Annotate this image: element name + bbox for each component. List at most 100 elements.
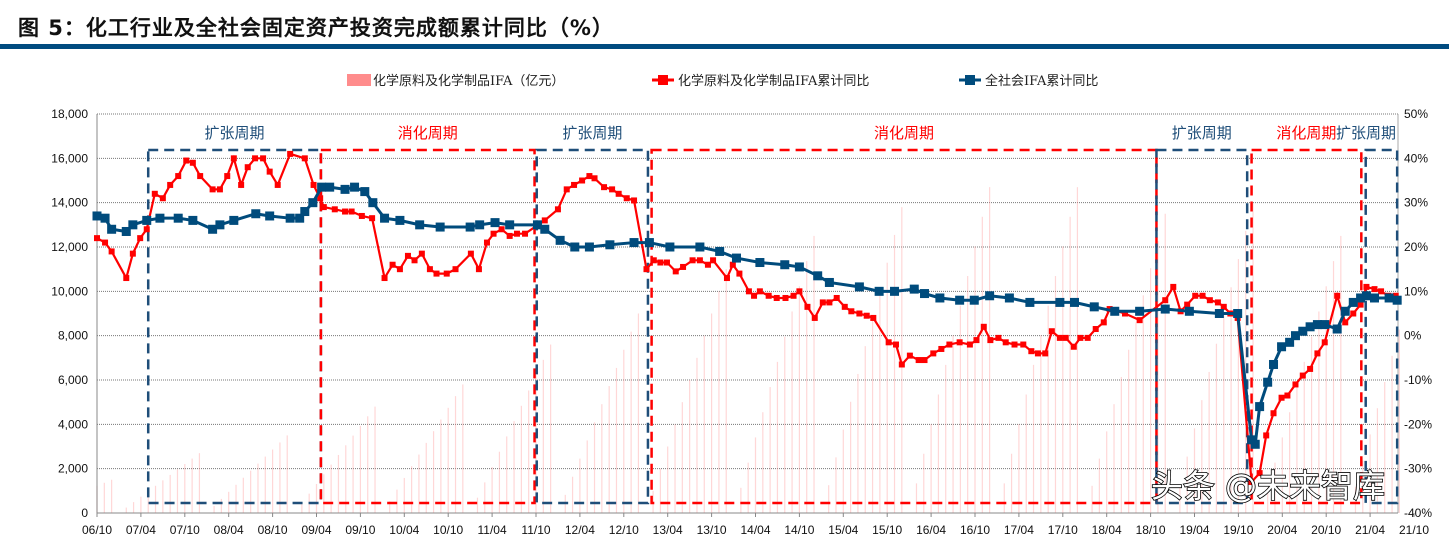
- data-point: [1342, 319, 1349, 326]
- data-point: [260, 155, 267, 162]
- data-point: [415, 220, 425, 230]
- data-point: [736, 270, 743, 277]
- y-right-tick-label: 50%: [1404, 107, 1428, 121]
- period-label: 扩张周期: [1172, 124, 1232, 142]
- ifa-bar: [454, 396, 457, 513]
- x-tick-label: 19/10: [1223, 523, 1253, 537]
- data-point: [1184, 306, 1194, 316]
- data-point: [966, 341, 973, 348]
- legend-label: 化学原料及化学制品IFA累计同比: [678, 73, 869, 89]
- data-point: [1214, 309, 1224, 318]
- data-point: [1084, 334, 1091, 341]
- data-point: [317, 182, 327, 192]
- data-point: [1062, 334, 1069, 341]
- ifa-bar: [674, 424, 676, 513]
- ifa-bar: [886, 262, 888, 513]
- x-tick-label: 12/10: [609, 523, 639, 537]
- data-point: [1298, 326, 1308, 336]
- ifa-bar: [162, 480, 164, 513]
- data-point: [1034, 350, 1041, 357]
- data-point: [790, 292, 797, 299]
- data-point: [1321, 339, 1328, 346]
- data-point: [175, 173, 182, 180]
- data-point: [505, 220, 515, 230]
- ifa-bar: [520, 405, 522, 513]
- data-point: [1369, 293, 1379, 303]
- data-point: [389, 261, 396, 268]
- data-point: [1255, 402, 1265, 412]
- data-point: [1305, 322, 1315, 332]
- x-tick-label: 09/10: [345, 523, 375, 537]
- y-right-tick-label: 40%: [1404, 151, 1428, 165]
- y-left-tick-label: 12,000: [51, 240, 88, 254]
- ifa-bar: [630, 331, 632, 513]
- data-point: [1004, 293, 1014, 303]
- ifa-bar: [1135, 322, 1137, 513]
- ifa-bar: [1186, 456, 1188, 513]
- data-point: [426, 266, 433, 273]
- x-tick-label: 15/04: [828, 523, 858, 537]
- data-point: [197, 173, 204, 180]
- x-tick-label: 06/10: [82, 523, 112, 537]
- ifa-bar: [871, 318, 874, 513]
- ifa-bar: [1106, 431, 1108, 513]
- data-point: [142, 215, 152, 225]
- data-point: [833, 294, 840, 301]
- data-point: [696, 257, 703, 264]
- ifa-bar: [1376, 408, 1379, 513]
- ifa-bar: [659, 468, 661, 513]
- ifa-bar: [1267, 487, 1269, 513]
- ifa-bar: [1193, 428, 1196, 513]
- y-left-tick-label: 16,000: [51, 151, 88, 165]
- ifa-bar: [1223, 315, 1225, 513]
- legend-marker: [965, 75, 975, 85]
- data-point: [94, 235, 100, 242]
- data-point: [123, 275, 130, 282]
- ifa-bar: [1245, 230, 1247, 513]
- data-point: [1263, 377, 1273, 387]
- y-right-tick-label: 30%: [1404, 196, 1428, 210]
- ifa-bar: [140, 496, 142, 513]
- data-point: [731, 253, 741, 263]
- period-expansion-box: 扩张周期: [1155, 124, 1249, 505]
- ifa-bar: [1179, 484, 1181, 513]
- ifa-bar: [506, 436, 508, 513]
- x-tick-label: 18/04: [1092, 523, 1122, 537]
- x-tick-label: 11/10: [521, 523, 550, 537]
- data-point: [609, 186, 616, 193]
- y-left-tick-label: 14,000: [51, 196, 88, 210]
- y-left-tick-label: 0: [81, 506, 88, 520]
- ifa-bar: [989, 187, 991, 513]
- data-point: [723, 275, 730, 282]
- ifa-bar: [330, 464, 332, 513]
- period-label: 扩张周期: [1336, 124, 1396, 142]
- data-point: [342, 208, 349, 215]
- data-point: [804, 303, 811, 310]
- x-tick-label: 10/10: [433, 523, 463, 537]
- data-point: [325, 182, 335, 192]
- data-point: [773, 294, 780, 301]
- ifa-bar: [850, 401, 852, 513]
- ifa-bar: [937, 394, 940, 513]
- ifa-bar: [396, 489, 398, 513]
- data-point: [745, 288, 752, 295]
- period-expansion-box: 扩张周期: [1336, 124, 1399, 505]
- ifa-bar: [1150, 268, 1152, 513]
- data-point: [381, 275, 388, 282]
- x-tick-label: 14/04: [740, 523, 770, 537]
- ifa-bar: [967, 276, 969, 513]
- ifa-bar: [776, 361, 779, 513]
- ifa-bar: [615, 367, 618, 513]
- data-point: [490, 218, 500, 228]
- ifa-bar: [879, 290, 881, 513]
- data-point: [665, 242, 675, 252]
- data-point: [584, 242, 594, 252]
- data-point: [811, 314, 818, 321]
- ifa-bar: [242, 477, 244, 513]
- ifa-bar: [601, 404, 603, 513]
- data-point: [563, 186, 570, 193]
- data-point: [935, 293, 945, 303]
- data-point: [980, 323, 987, 330]
- ifa-bar: [447, 407, 449, 513]
- ifa-bar: [484, 482, 486, 513]
